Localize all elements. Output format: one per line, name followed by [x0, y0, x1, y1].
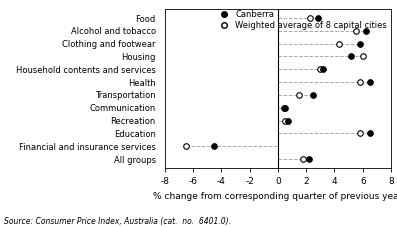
Point [310, 93, 316, 97]
Point [348, 55, 355, 58]
Point [362, 29, 369, 33]
Point [282, 106, 288, 110]
Point [285, 119, 291, 122]
Legend: Canberra, Weighted average of 8 capital cities: Canberra, Weighted average of 8 capital … [216, 10, 387, 30]
Point [296, 93, 302, 97]
Point [335, 42, 342, 45]
Point [314, 16, 321, 20]
Point [300, 157, 306, 161]
Point [306, 157, 312, 161]
X-axis label: % change from corresponding quarter of previous year: % change from corresponding quarter of p… [153, 192, 397, 201]
Point [320, 67, 326, 71]
Point [353, 29, 359, 33]
Point [357, 42, 363, 45]
Point [280, 106, 287, 110]
Point [357, 80, 363, 84]
Point [211, 144, 218, 148]
Point [282, 119, 288, 122]
Point [360, 55, 366, 58]
Point [307, 16, 314, 20]
Point [367, 132, 373, 135]
Point [357, 132, 363, 135]
Point [317, 67, 324, 71]
Text: Source: Consumer Price Index, Australia (cat.  no.  6401.0).: Source: Consumer Price Index, Australia … [4, 217, 231, 226]
Point [183, 144, 189, 148]
Point [367, 80, 373, 84]
